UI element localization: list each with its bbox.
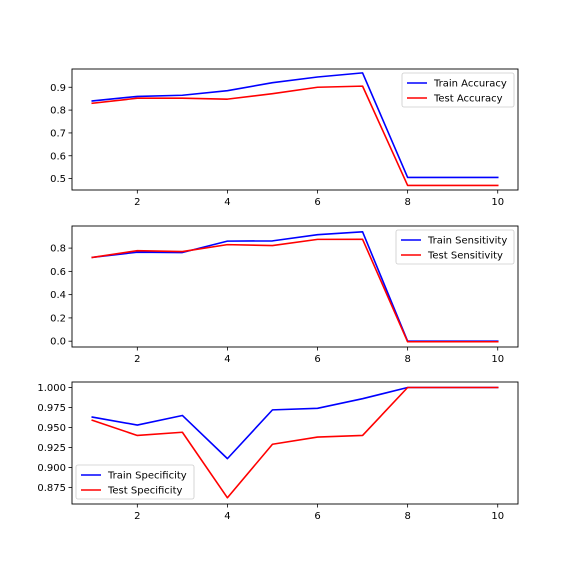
y-tick-label: 0.0 xyxy=(50,337,66,348)
x-tick-label: 10 xyxy=(491,197,504,208)
y-tick-label: 0.8 xyxy=(50,244,66,255)
legend-label: Test Specificity xyxy=(107,486,182,497)
legend-1: Train Accuracy Test Accuracy xyxy=(401,72,515,108)
axes-frame-2 xyxy=(71,225,519,348)
legend-2: Train Sensitivity Test Sensitivity xyxy=(395,229,515,265)
x-tick-label: 8 xyxy=(404,511,410,522)
series-line-1-1 xyxy=(91,72,499,179)
series-line-3-2 xyxy=(91,386,499,499)
y-tick-label: 0.6 xyxy=(50,267,66,278)
legend-label: Test Sensitivity xyxy=(427,251,503,262)
axes-1: 2 4 6 8 10 0.5 0.6 0.7 0.8 0.9 Train Accuracy Test … xyxy=(50,68,519,208)
x-tick-label: 6 xyxy=(314,354,320,365)
y-tick-label: 0.8 xyxy=(50,106,66,117)
x-tick-label: 2 xyxy=(134,354,140,365)
y-tick-label: 0.975 xyxy=(37,403,66,414)
x-tick-label: 6 xyxy=(314,197,320,208)
legend-label: Train Specificity xyxy=(107,471,187,482)
legend-label: Test Accuracy xyxy=(433,94,503,105)
x-tick-label: 4 xyxy=(224,511,230,522)
legend-label: Train Sensitivity xyxy=(427,236,507,247)
series-line-2-2 xyxy=(91,238,499,343)
y-tick-label: 0.875 xyxy=(37,483,66,494)
x-tick-label: 8 xyxy=(404,354,410,365)
x-tick-label: 6 xyxy=(314,511,320,522)
axes-frame-3 xyxy=(71,381,519,505)
x-tick-label: 8 xyxy=(404,197,410,208)
legend-box xyxy=(395,229,515,265)
x-tick-label: 10 xyxy=(491,511,504,522)
x-tick-label: 10 xyxy=(491,354,504,365)
axes-frame-1 xyxy=(71,68,519,191)
legend-box xyxy=(401,72,515,108)
x-tick-label: 2 xyxy=(134,511,140,522)
axes-2: 2 4 6 8 10 0.0 0.2 0.4 0.6 0.8 Train Sensitivity Te… xyxy=(50,225,519,365)
y-tick-label: 0.925 xyxy=(37,443,66,454)
x-tick-label: 4 xyxy=(224,197,230,208)
y-tick-label: 0.7 xyxy=(50,128,66,139)
y-tick-label: 0.4 xyxy=(50,290,66,301)
y-tick-label: 0.5 xyxy=(50,174,66,185)
y-tick-label: 0.6 xyxy=(50,151,66,162)
y-tick-label: 0.900 xyxy=(37,463,66,474)
legend-box xyxy=(75,464,195,500)
legend-label: Train Accuracy xyxy=(433,79,507,90)
y-tick-label: 0.950 xyxy=(37,423,66,434)
x-tick-label: 2 xyxy=(134,197,140,208)
y-tick-label: 0.2 xyxy=(50,313,66,324)
legend-3: Train Specificity Test Specificity xyxy=(75,464,195,500)
y-tick-label: 0.9 xyxy=(50,83,66,94)
series-line-1-2 xyxy=(91,85,499,187)
x-tick-label: 4 xyxy=(224,354,230,365)
y-tick-label: 1.000 xyxy=(37,383,66,394)
axes-3: 2 4 6 8 10 0.875 0.900 0.925 0.950 0.975 1.000 Trai… xyxy=(37,381,519,522)
